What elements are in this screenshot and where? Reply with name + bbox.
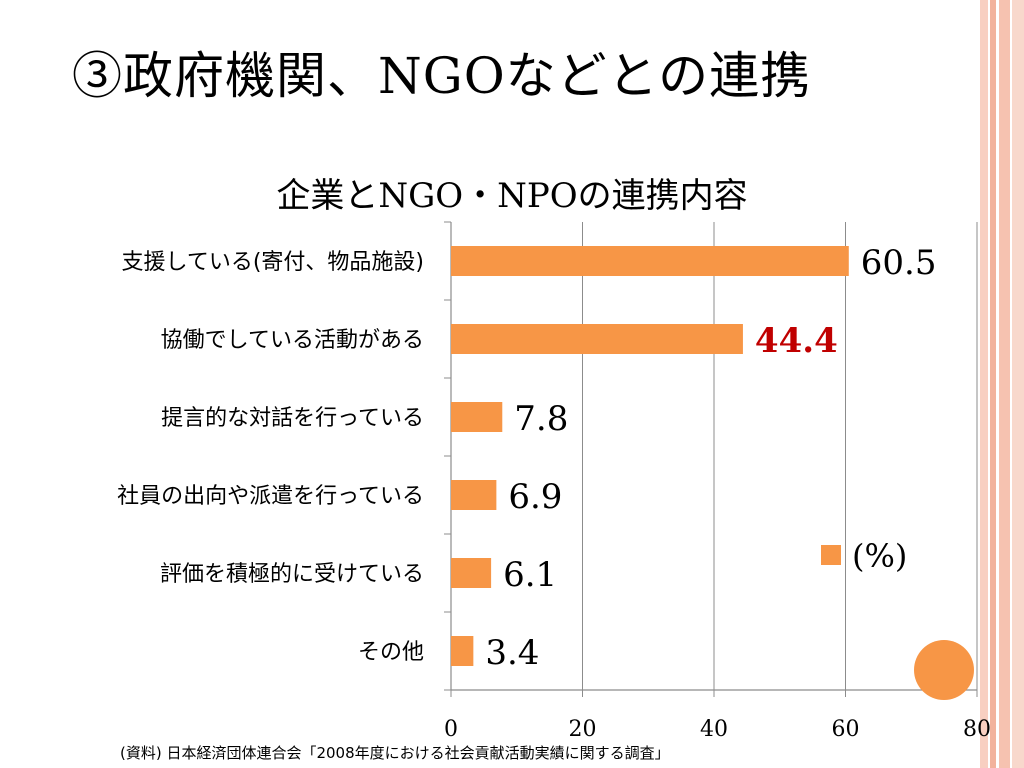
decor-stripe-1	[980, 0, 988, 768]
data-label: 3.4	[485, 633, 539, 673]
slide-title: ③政府機関、NGOなどとの連携	[72, 47, 812, 105]
chart-title: 企業とNGO・NPOの連携内容	[276, 176, 748, 216]
source-note: (資料) 日本経済団体連合会「2008年度における社会貢献活動実績に関する調査」	[120, 744, 670, 762]
category-label: 協働でしている活動がある	[161, 328, 424, 353]
decor-circle	[914, 640, 974, 700]
x-tick-label: 40	[700, 717, 728, 742]
category-label: 評価を積極的に受けている	[160, 562, 424, 587]
bar	[451, 324, 743, 354]
bar	[451, 636, 474, 666]
legend-swatch	[821, 545, 841, 565]
x-tick-label: 0	[444, 717, 458, 742]
data-label: 60.5	[861, 243, 937, 283]
category-label: その他	[358, 640, 424, 665]
category-label: 提言的な対話を行っている	[161, 406, 424, 431]
data-label: 7.8	[514, 399, 568, 439]
bar	[451, 480, 497, 510]
data-label: 6.9	[508, 477, 562, 517]
decor-stripe-4	[1012, 0, 1024, 768]
bar	[451, 246, 849, 276]
x-tick-label: 80	[963, 717, 991, 742]
category-label: 社員の出向や派遣を行っている	[117, 484, 424, 509]
data-label: 6.1	[503, 555, 557, 595]
decor-stripe-3	[999, 0, 1010, 768]
category-label: 支援している(寄付、物品施設)	[121, 250, 424, 275]
x-tick-label: 20	[569, 717, 597, 742]
x-tick-label: 60	[832, 717, 860, 742]
data-label: 44.4	[755, 321, 838, 361]
decor-stripe-2	[990, 0, 996, 768]
bar	[451, 402, 503, 432]
legend-label: (%)	[852, 537, 907, 575]
bar	[451, 558, 492, 588]
